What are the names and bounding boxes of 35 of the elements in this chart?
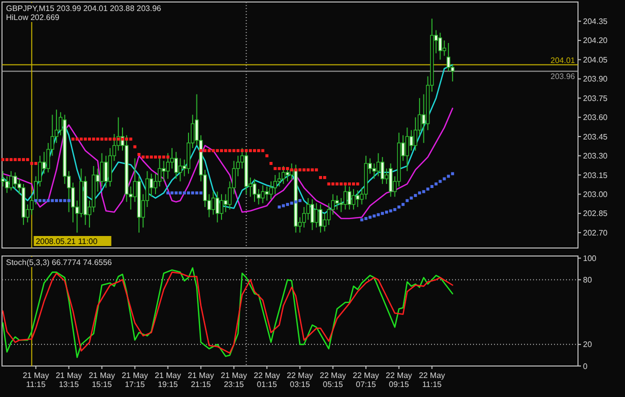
x-tick-label: 21 May 19:15 (154, 371, 181, 389)
ref-line-label: 2008.05.21 11:00 (36, 237, 98, 246)
x-tick-label: 21 May 21:15 (188, 371, 214, 389)
y-tick-label: 204.05 (583, 55, 608, 64)
x-tick-label: 22 May 09:15 (386, 371, 412, 389)
y-tick-label: 202.70 (583, 228, 608, 238)
y-tick-label: 20 (583, 340, 592, 350)
ref-line-label: 203.96 (550, 72, 576, 82)
y-tick-label: 203.00 (583, 190, 608, 199)
y-tick-label: 203.75 (583, 94, 608, 103)
y-tick-label: 203.15 (583, 170, 608, 180)
y-tick-label: 0 (583, 362, 588, 371)
y-tick-label: 203.45 (583, 132, 608, 142)
y-tick-label: 100 (583, 254, 597, 263)
x-tick-label: 21 May 11:15 (22, 371, 49, 389)
y-tick-label: 203.90 (583, 74, 608, 84)
ref-line-label: 204.01 (550, 56, 576, 65)
y-tick-label: 203.60 (583, 113, 608, 122)
x-tick-label: 22 May 05:15 (320, 371, 346, 389)
y-tick-label: 204.35 (583, 17, 608, 26)
y-tick-label: 203.30 (583, 152, 608, 161)
text: HiLow 202.669 (6, 13, 60, 22)
chart-title: GBPJPY,M15 203.99 204.01 203.88 203.96 (6, 4, 162, 13)
y-tick-label: 80 (583, 276, 592, 285)
x-tick-label: 21 May 23:15 (220, 371, 248, 389)
x-tick-label: 22 May 03:15 (286, 371, 314, 389)
x-tick-label: 22 May 07:15 (352, 371, 380, 389)
chart-title: Stoch(5,3,3) 66.7774 74.6556 (6, 258, 112, 267)
x-tick-label: 21 May 13:15 (56, 371, 82, 389)
x-tick-label: 22 May 01:15 (254, 371, 280, 389)
x-tick-label: 21 May 15:15 (88, 371, 115, 389)
y-tick-label: 202.85 (583, 209, 608, 218)
x-tick-label: 22 May 11:15 (418, 371, 446, 389)
y-tick-label: 204.20 (583, 36, 608, 46)
x-tick-label: 21 May 17:15 (122, 371, 148, 389)
